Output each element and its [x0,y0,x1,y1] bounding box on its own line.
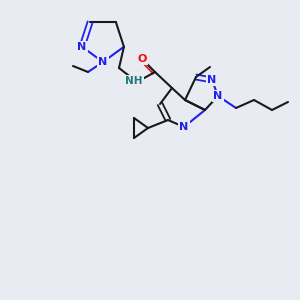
Text: N: N [77,42,87,52]
Text: N: N [207,75,217,85]
Text: O: O [137,54,147,64]
Text: N: N [98,57,108,67]
Text: N: N [213,91,223,101]
Text: N: N [179,122,189,132]
Text: NH: NH [125,76,143,86]
